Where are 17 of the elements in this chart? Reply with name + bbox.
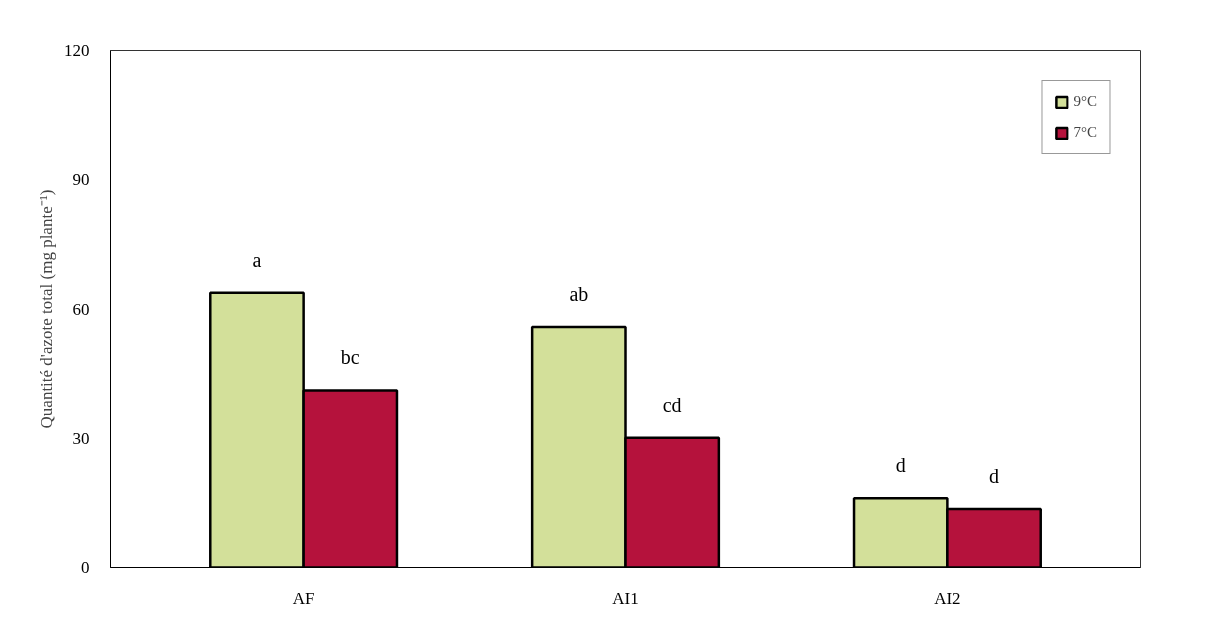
data-label: a <box>252 248 262 271</box>
y-tick-label: 0 <box>81 558 90 577</box>
data-label: d <box>989 464 1000 487</box>
y-tick-label: 90 <box>72 170 90 190</box>
x-tick-label: AI1 <box>612 588 639 608</box>
x-tick-label: AI2 <box>934 588 961 608</box>
data-label: bc <box>340 346 360 369</box>
data-label: cd <box>662 393 682 416</box>
y-tick-label: 60 <box>72 299 90 319</box>
y-tick-label: 120 <box>64 41 90 60</box>
data-label: ab <box>569 283 589 306</box>
y-tick-label: 30 <box>72 428 90 448</box>
legend-label: 9°C <box>1073 93 1097 110</box>
y-axis-title: Quantité d'azote total (mg plante⁻¹) <box>37 189 56 429</box>
x-tick-label: AF <box>292 588 315 608</box>
legend-label: 7°C <box>1073 124 1097 141</box>
data-label: d <box>895 454 906 477</box>
